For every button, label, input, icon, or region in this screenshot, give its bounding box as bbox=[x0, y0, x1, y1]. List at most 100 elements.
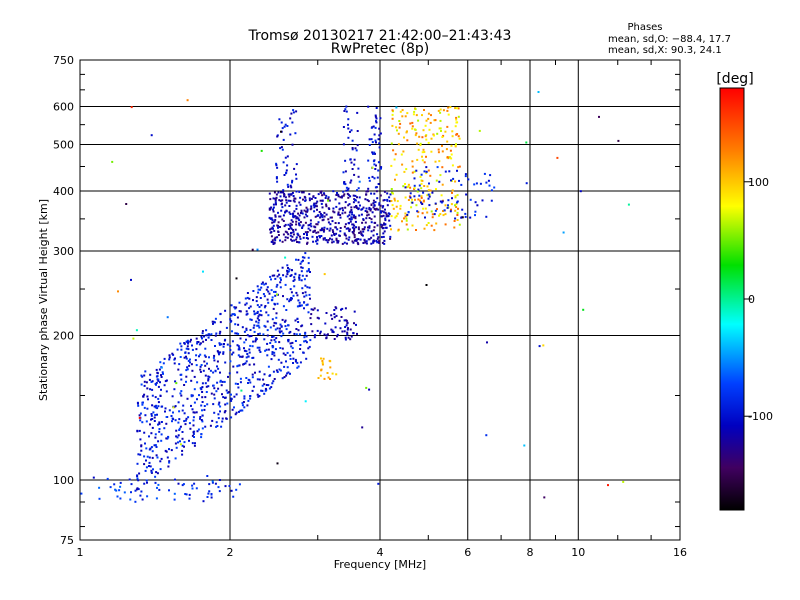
data-point bbox=[185, 417, 188, 420]
data-point bbox=[454, 180, 457, 183]
data-point bbox=[188, 493, 191, 496]
data-point bbox=[252, 299, 254, 302]
data-point bbox=[396, 129, 398, 132]
data-point bbox=[151, 418, 154, 420]
data-point bbox=[313, 307, 316, 310]
data-point bbox=[426, 194, 429, 197]
data-point bbox=[351, 211, 353, 214]
data-point bbox=[164, 380, 167, 383]
data-point bbox=[356, 144, 359, 147]
data-point bbox=[375, 239, 378, 242]
data-point bbox=[323, 215, 326, 218]
data-point bbox=[219, 321, 222, 324]
data-point bbox=[368, 179, 371, 182]
data-point bbox=[487, 179, 490, 182]
data-point bbox=[458, 179, 460, 182]
data-point bbox=[256, 317, 259, 320]
data-point bbox=[303, 216, 306, 219]
data-point bbox=[441, 166, 444, 169]
data-point bbox=[400, 153, 403, 156]
data-point bbox=[190, 363, 193, 366]
data-point bbox=[190, 395, 193, 398]
data-point bbox=[268, 216, 271, 219]
data-point bbox=[293, 197, 296, 200]
data-point bbox=[233, 314, 236, 316]
data-point bbox=[156, 486, 158, 489]
data-point bbox=[316, 208, 318, 211]
data-point bbox=[150, 418, 152, 421]
data-point bbox=[276, 302, 279, 305]
data-point bbox=[395, 126, 398, 129]
data-point bbox=[399, 110, 402, 113]
data-point bbox=[464, 173, 467, 176]
data-point bbox=[276, 283, 279, 286]
data-point bbox=[284, 283, 287, 286]
data-point bbox=[304, 231, 307, 234]
data-point bbox=[179, 425, 182, 428]
data-point bbox=[283, 225, 286, 228]
data-point bbox=[318, 235, 321, 238]
data-point bbox=[262, 333, 265, 336]
data-point bbox=[306, 231, 309, 233]
data-point bbox=[311, 235, 314, 238]
data-point bbox=[210, 493, 213, 496]
data-point bbox=[271, 239, 274, 242]
data-point bbox=[109, 486, 112, 489]
data-point bbox=[214, 334, 217, 337]
data-point bbox=[365, 242, 368, 245]
data-point bbox=[392, 149, 395, 152]
data-point bbox=[287, 185, 290, 188]
data-point bbox=[405, 223, 408, 226]
data-point bbox=[334, 222, 337, 224]
data-point bbox=[272, 307, 275, 310]
data-point bbox=[200, 436, 203, 439]
data-point bbox=[427, 222, 430, 224]
data-point bbox=[382, 235, 385, 238]
data-point bbox=[353, 158, 356, 161]
data-point bbox=[231, 313, 234, 316]
data-point bbox=[145, 420, 148, 423]
data-point bbox=[355, 205, 358, 208]
y-axis-label: Stationary phase Virtual Height [km] bbox=[37, 199, 50, 401]
data-point bbox=[419, 199, 422, 202]
data-point bbox=[304, 221, 307, 224]
data-point bbox=[352, 201, 355, 204]
data-point bbox=[493, 186, 496, 189]
data-point bbox=[452, 177, 455, 180]
data-point bbox=[189, 358, 191, 361]
data-point bbox=[267, 384, 270, 387]
data-point bbox=[284, 211, 286, 214]
data-point bbox=[173, 498, 176, 501]
data-point bbox=[349, 338, 352, 341]
data-point bbox=[356, 241, 359, 244]
data-point bbox=[302, 198, 304, 201]
data-point bbox=[444, 170, 447, 173]
data-point bbox=[320, 235, 323, 237]
data-point bbox=[148, 378, 151, 381]
data-point bbox=[226, 391, 229, 394]
data-point bbox=[165, 379, 168, 382]
data-point bbox=[345, 237, 348, 240]
data-point bbox=[449, 149, 452, 152]
data-point bbox=[388, 213, 391, 216]
data-point bbox=[295, 207, 298, 210]
data-point bbox=[212, 322, 214, 325]
data-point bbox=[319, 236, 321, 239]
data-point bbox=[249, 344, 252, 347]
data-point bbox=[377, 161, 380, 164]
data-point bbox=[192, 411, 195, 414]
data-point bbox=[317, 193, 320, 196]
data-point bbox=[375, 141, 377, 144]
data-point bbox=[420, 187, 423, 190]
data-point bbox=[334, 198, 337, 201]
data-point bbox=[376, 233, 379, 236]
data-point bbox=[158, 428, 161, 430]
data-point bbox=[277, 191, 280, 194]
data-point bbox=[301, 191, 304, 194]
data-point bbox=[363, 239, 366, 242]
data-point bbox=[360, 232, 363, 235]
data-point bbox=[218, 342, 221, 345]
data-point bbox=[298, 219, 301, 222]
data-point bbox=[267, 314, 270, 317]
data-point bbox=[146, 407, 149, 410]
